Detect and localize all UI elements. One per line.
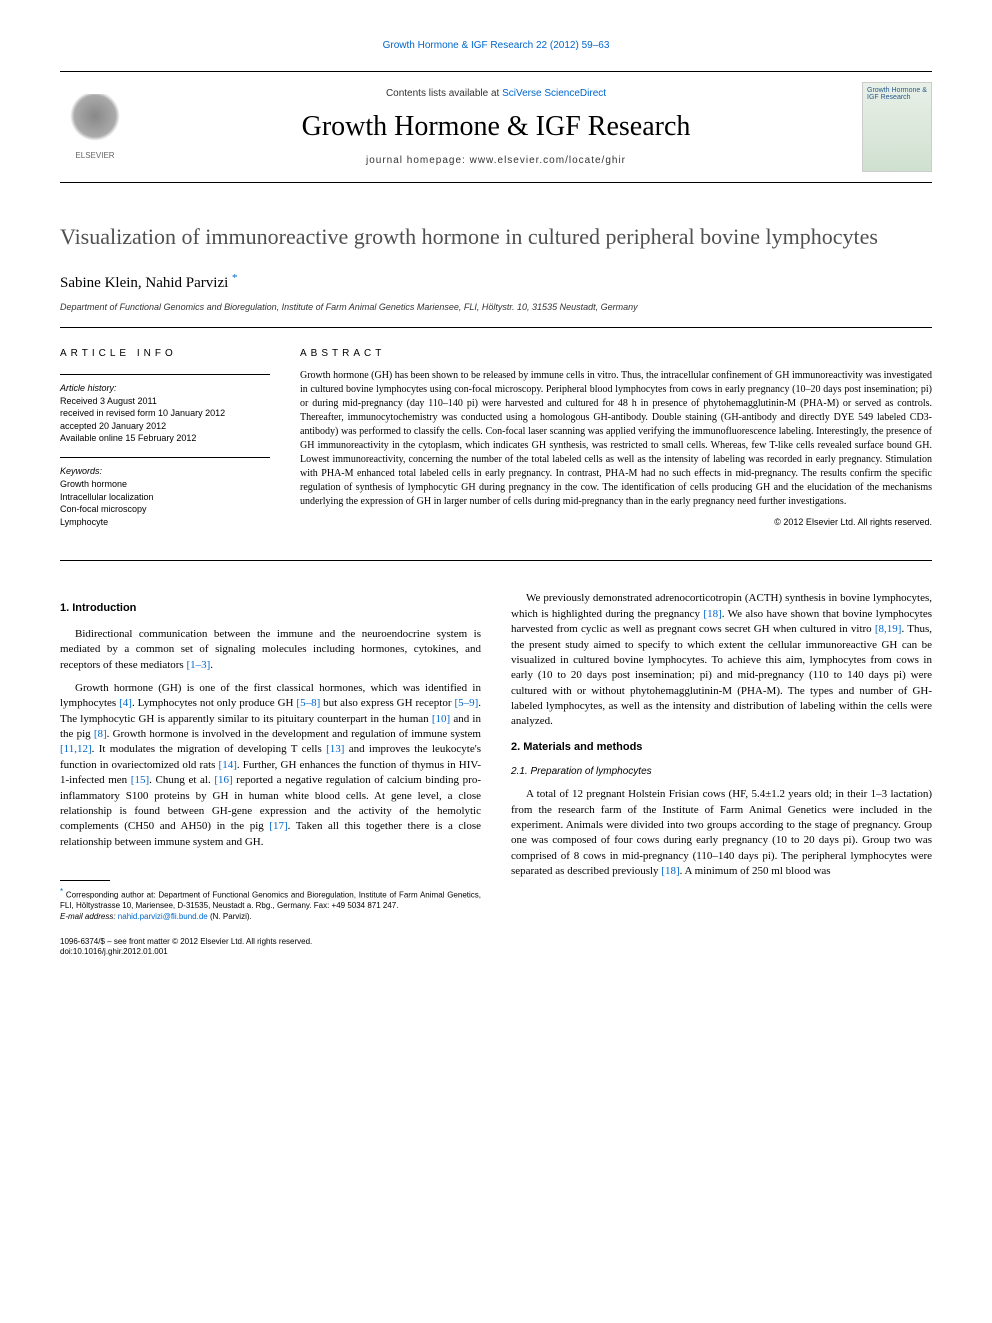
abstract-text: Growth hormone (GH) has been shown to be… <box>300 369 932 509</box>
methods-heading: 2. Materials and methods <box>511 740 932 755</box>
intro-p3: We previously demonstrated adrenocortico… <box>511 591 932 730</box>
citation-link[interactable]: [16] <box>214 774 232 786</box>
text: . Lymphocytes not only produce GH <box>132 697 296 709</box>
abstract-heading: ABSTRACT <box>300 348 932 359</box>
info-divider <box>60 374 270 375</box>
methods-sub1: 2.1. Preparation of lymphocytes <box>511 765 932 779</box>
keywords-block: Keywords: Growth hormone Intracellular l… <box>60 466 270 528</box>
text: . Chung et al. <box>149 774 214 786</box>
keywords-label: Keywords: <box>60 466 270 476</box>
article-title: Visualization of immunoreactive growth h… <box>60 223 932 252</box>
intro-p2: Growth hormone (GH) is one of the first … <box>60 681 481 850</box>
elsevier-tree-icon <box>70 94 120 149</box>
text: . It modulates the migration of developi… <box>92 743 326 755</box>
journal-name: Growth Hormone & IGF Research <box>130 111 862 143</box>
right-column: We previously demonstrated adrenocortico… <box>511 591 932 957</box>
email-footnote: E-mail address: nahid.parvizi@fli.bund.d… <box>60 912 481 922</box>
article-info-heading: ARTICLE INFO <box>60 348 270 364</box>
abstract-column: ABSTRACT Growth hormone (GH) has been sh… <box>300 348 932 541</box>
citation-link[interactable]: [8,19] <box>875 623 902 635</box>
article-info-column: ARTICLE INFO Article history: Received 3… <box>60 348 270 541</box>
text: A total of 12 pregnant Holstein Frisian … <box>511 788 932 877</box>
contents-line: Contents lists available at SciVerse Sci… <box>130 88 862 99</box>
text: . <box>210 659 213 671</box>
contents-text: Contents lists available at <box>386 88 502 99</box>
citation-link[interactable]: [8] <box>94 728 107 740</box>
footnote-separator <box>60 880 110 881</box>
history-label: Article history: <box>60 383 270 393</box>
body-columns: 1. Introduction Bidirectional communicat… <box>60 591 932 957</box>
left-column: 1. Introduction Bidirectional communicat… <box>60 591 481 957</box>
citation-link[interactable]: [5–8] <box>296 697 320 709</box>
homepage-label: journal homepage: <box>366 155 470 166</box>
citation-link[interactable]: [10] <box>432 713 450 725</box>
intro-heading: 1. Introduction <box>60 601 481 616</box>
info-abstract-row: ARTICLE INFO Article history: Received 3… <box>60 348 932 562</box>
authors-line: Sabine Klein, Nahid Parvizi * <box>60 272 932 292</box>
abstract-copyright: © 2012 Elsevier Ltd. All rights reserved… <box>300 517 932 527</box>
citation-link[interactable]: [11,12] <box>60 743 92 755</box>
footer-copyright: 1096-6374/$ – see front matter © 2012 El… <box>60 937 481 958</box>
keywords-text: Growth hormone Intracellular localizatio… <box>60 478 270 528</box>
elsevier-logo: ELSEVIER <box>60 87 130 167</box>
article-history-block: Article history: Received 3 August 2011 … <box>60 383 270 445</box>
masthead: ELSEVIER Contents lists available at Sci… <box>60 71 932 183</box>
citation-link[interactable]: [15] <box>131 774 149 786</box>
email-link[interactable]: nahid.parvizi@fli.bund.de <box>118 912 208 921</box>
text: Bidirectional communication between the … <box>60 628 481 671</box>
citation-link[interactable]: [18] <box>703 608 721 620</box>
citation-link[interactable]: [4] <box>119 697 132 709</box>
email-label: E-mail address: <box>60 912 118 921</box>
footer-doi: doi:10.1016/j.ghir.2012.01.001 <box>60 947 168 956</box>
text: . A minimum of 250 ml blood was <box>680 865 831 877</box>
citation-link[interactable]: [18] <box>661 865 679 877</box>
homepage-line: journal homepage: www.elsevier.com/locat… <box>130 155 862 166</box>
corresponding-footnote: * Corresponding author at: Department of… <box>60 887 481 911</box>
footnote-text: Corresponding author at: Department of F… <box>60 891 481 910</box>
intro-p1: Bidirectional communication between the … <box>60 627 481 673</box>
top-citation-link[interactable]: Growth Hormone & IGF Research 22 (2012) … <box>60 40 932 51</box>
text: . Growth hormone is involved in the deve… <box>107 728 481 740</box>
page-container: Growth Hormone & IGF Research 22 (2012) … <box>0 0 992 998</box>
corresponding-mark[interactable]: * <box>232 272 238 284</box>
history-text: Received 3 August 2011 received in revis… <box>60 395 270 445</box>
citation-link[interactable]: [1–3] <box>186 659 210 671</box>
text: . Thus, the present study aimed to speci… <box>511 623 932 727</box>
sciencedirect-link[interactable]: SciVerse ScienceDirect <box>502 88 606 99</box>
homepage-url[interactable]: www.elsevier.com/locate/ghir <box>470 155 626 166</box>
info-divider <box>60 457 270 458</box>
citation-link[interactable]: [13] <box>326 743 344 755</box>
text: but also express GH receptor <box>320 697 454 709</box>
citation-link[interactable]: [14] <box>219 759 237 771</box>
citation-link[interactable]: [5–9] <box>454 697 478 709</box>
author-names: Sabine Klein, Nahid Parvizi <box>60 275 228 291</box>
footer-line1: 1096-6374/$ – see front matter © 2012 El… <box>60 937 312 946</box>
affiliation: Department of Functional Genomics and Bi… <box>60 302 932 328</box>
masthead-center: Contents lists available at SciVerse Sci… <box>130 88 862 166</box>
email-suffix: (N. Parvizi). <box>208 912 252 921</box>
journal-cover-thumbnail: Growth Hormone & IGF Research <box>862 82 932 172</box>
elsevier-label: ELSEVIER <box>75 151 114 160</box>
citation-link[interactable]: [17] <box>269 820 287 832</box>
methods-p1: A total of 12 pregnant Holstein Frisian … <box>511 787 932 879</box>
